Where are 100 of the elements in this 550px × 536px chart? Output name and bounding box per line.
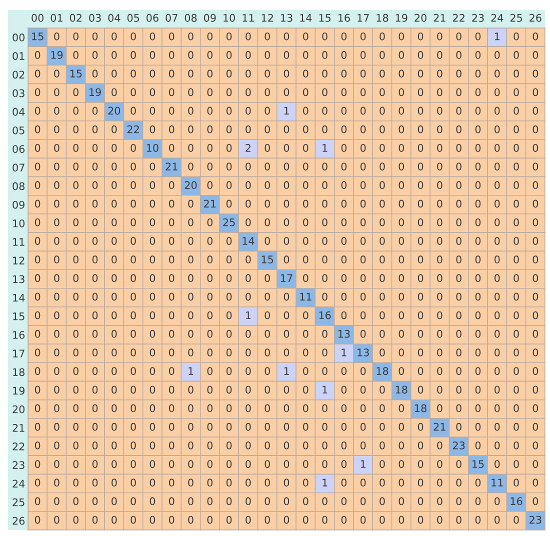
data-label: 0 — [130, 181, 136, 190]
data-label: 0 — [264, 404, 270, 412]
data-label: 0 — [188, 51, 194, 59]
data-label: 0 — [456, 144, 462, 152]
data-label: 0 — [475, 497, 481, 506]
data-label: 0 — [188, 422, 194, 431]
x-tick-label: 14 — [300, 14, 312, 22]
data-label: 0 — [437, 162, 442, 170]
data-label: 10 — [146, 144, 158, 152]
data-label: 0 — [226, 236, 232, 245]
x-tick-label: 26 — [530, 14, 542, 22]
data-label: 17 — [281, 274, 292, 282]
data-label: 0 — [188, 404, 194, 412]
data-label: 0 — [284, 516, 290, 524]
data-label: 0 — [54, 367, 60, 375]
data-label: 0 — [34, 478, 40, 487]
data-label: 0 — [73, 460, 78, 468]
data-label: 0 — [150, 478, 156, 487]
data-label: 0 — [532, 274, 538, 282]
data-label: 0 — [168, 516, 174, 524]
data-label: 0 — [303, 422, 308, 431]
data-label: 1 — [342, 348, 346, 356]
data-label: 0 — [341, 181, 347, 190]
data-label: 0 — [456, 422, 462, 431]
data-label: 0 — [112, 125, 117, 134]
data-label: 0 — [532, 144, 538, 152]
data-label: 0 — [456, 348, 462, 356]
data-label: 0 — [34, 497, 40, 506]
data-label: 0 — [360, 386, 366, 394]
data-label: 0 — [284, 348, 290, 356]
data-label: 0 — [456, 106, 462, 115]
data-label: 0 — [341, 460, 347, 468]
data-label: 0 — [34, 311, 40, 320]
data-label: 0 — [437, 404, 442, 412]
data-label: 0 — [341, 218, 347, 226]
data-label: 0 — [168, 404, 174, 412]
data-label: 0 — [475, 274, 481, 282]
data-label: 0 — [418, 460, 424, 468]
data-label: 0 — [284, 311, 290, 320]
data-label: 0 — [73, 367, 78, 375]
y-tick-label: 15 — [13, 312, 24, 320]
data-label: 0 — [226, 404, 232, 412]
data-label: 0 — [34, 441, 40, 450]
data-label: 0 — [54, 70, 60, 78]
data-label: 0 — [207, 497, 213, 506]
x-tick-label: 19 — [396, 14, 408, 22]
data-label: 0 — [150, 106, 156, 115]
data-label: 0 — [514, 88, 519, 96]
y-tick-label: 11 — [13, 238, 24, 246]
data-label: 0 — [341, 422, 347, 431]
data-label: 0 — [494, 106, 500, 115]
data-label: 0 — [322, 106, 328, 115]
data-label: 0 — [341, 256, 347, 264]
data-label: 0 — [188, 256, 194, 264]
data-label: 0 — [34, 51, 40, 59]
data-label: 0 — [207, 125, 213, 134]
data-label: 0 — [475, 162, 481, 170]
data-label: 0 — [322, 422, 328, 431]
data-label: 0 — [246, 386, 251, 394]
data-label: 0 — [532, 404, 538, 412]
data-label: 0 — [398, 106, 404, 115]
data-label: 0 — [360, 256, 366, 264]
data-label: 0 — [34, 330, 40, 338]
data-label: 0 — [437, 88, 442, 96]
data-label: 0 — [246, 162, 251, 170]
data-label: 0 — [34, 162, 40, 170]
data-label: 0 — [73, 311, 78, 320]
data-label: 0 — [514, 311, 519, 320]
y-tick-label: 24 — [12, 480, 25, 488]
data-label: 0 — [284, 32, 290, 40]
data-label: 0 — [398, 256, 404, 264]
data-label: 0 — [456, 125, 462, 134]
data-label: 0 — [303, 367, 308, 375]
data-label: 0 — [494, 236, 500, 245]
data-label: 0 — [226, 367, 232, 375]
data-label: 0 — [360, 88, 366, 96]
data-label: 0 — [130, 367, 136, 375]
data-label: 0 — [532, 497, 538, 506]
data-label: 0 — [130, 88, 136, 96]
data-label: 0 — [456, 478, 462, 487]
data-label: 0 — [284, 125, 290, 134]
data-label: 0 — [34, 236, 40, 245]
data-label: 0 — [150, 386, 156, 394]
data-label: 0 — [34, 256, 40, 264]
data-label: 0 — [207, 236, 213, 245]
data-label: 0 — [360, 125, 366, 134]
data-label: 18 — [396, 386, 408, 394]
data-label: 0 — [456, 218, 462, 226]
data-label: 0 — [322, 348, 328, 356]
x-tick-label: 00 — [32, 14, 44, 22]
data-label: 0 — [494, 516, 500, 524]
data-label: 0 — [494, 125, 500, 134]
data-label: 0 — [322, 274, 328, 282]
data-label: 0 — [54, 497, 60, 506]
data-label: 0 — [284, 236, 290, 245]
data-label: 0 — [264, 478, 270, 487]
data-label: 0 — [168, 200, 174, 208]
data-label: 0 — [54, 441, 60, 450]
y-tick-label: 18 — [13, 368, 25, 376]
data-label: 0 — [456, 292, 462, 301]
